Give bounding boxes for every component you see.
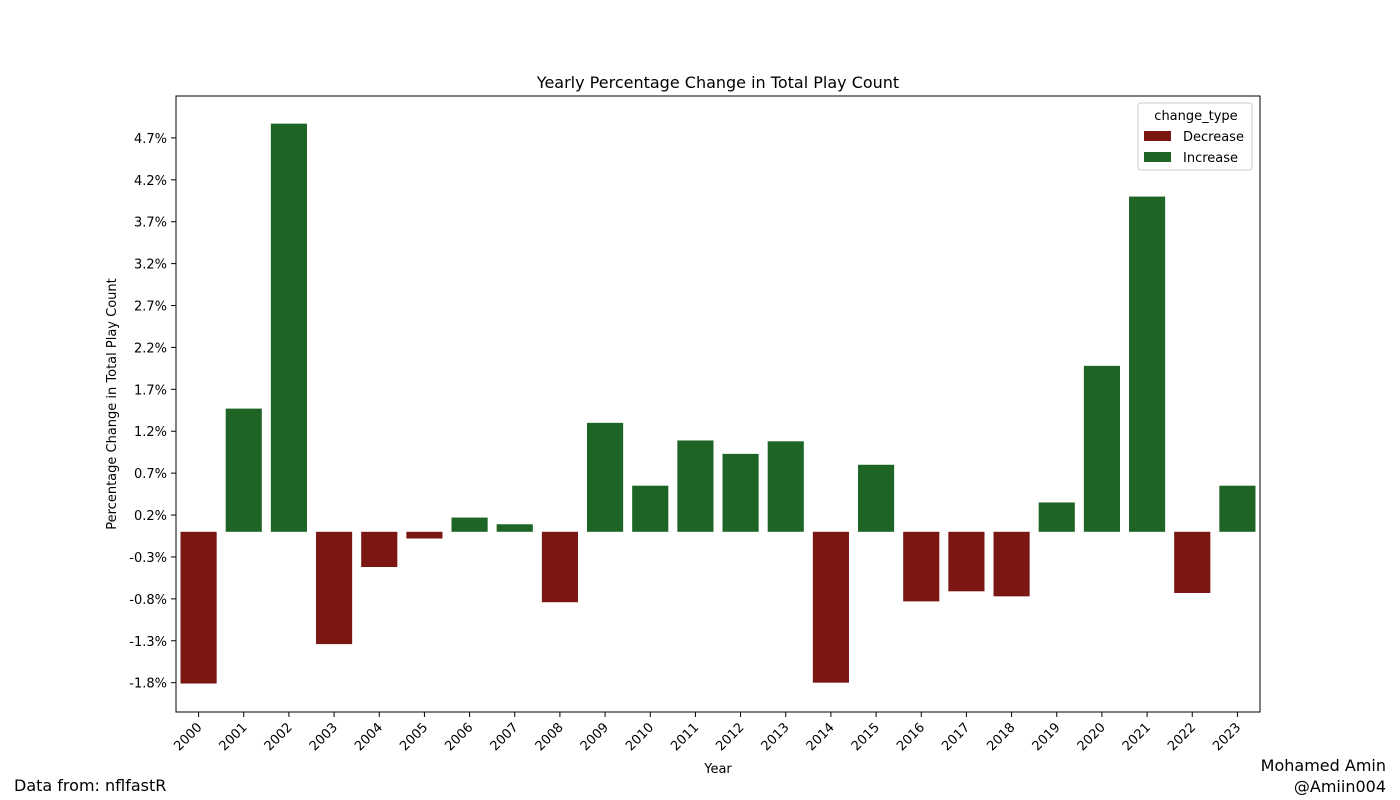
x-tick-label: 2014 xyxy=(804,720,838,754)
x-tick-label: 2013 xyxy=(759,720,793,754)
y-tick-label: 3.7% xyxy=(134,216,167,231)
bar-2011 xyxy=(677,440,714,532)
bar-2019 xyxy=(1038,502,1075,532)
bar-2015 xyxy=(858,464,895,532)
x-tick-label: 2018 xyxy=(984,720,1018,754)
y-tick-label: 4.2% xyxy=(134,174,167,189)
x-tick-label: 2003 xyxy=(307,720,341,754)
x-tick-label: 2023 xyxy=(1210,720,1244,754)
x-tick-label: 2005 xyxy=(397,720,431,754)
bar-2008 xyxy=(541,531,578,603)
x-tick-label: 2012 xyxy=(713,720,747,754)
legend-label-increase: Increase xyxy=(1183,151,1238,166)
bar-2001 xyxy=(225,408,262,532)
x-tick-label: 2011 xyxy=(668,720,702,754)
legend-swatch-increase xyxy=(1144,152,1171,162)
y-tick-label: 0.7% xyxy=(134,467,167,482)
legend-title: change_type xyxy=(1154,109,1237,124)
bar-2010 xyxy=(632,485,669,532)
x-tick-label: 2007 xyxy=(488,720,522,754)
bar-2006 xyxy=(451,517,488,532)
bar-2004 xyxy=(361,531,398,568)
x-tick-label: 2000 xyxy=(171,720,205,754)
x-tick-label: 2004 xyxy=(352,720,386,754)
bar-2014 xyxy=(812,531,849,683)
legend-swatch-decrease xyxy=(1144,131,1171,141)
bar-2016 xyxy=(903,531,940,602)
y-tick-label: -1.8% xyxy=(129,677,167,692)
y-tick-label: 4.7% xyxy=(134,132,167,147)
x-tick-label: 2015 xyxy=(849,720,883,754)
bar-2007 xyxy=(496,524,533,532)
y-tick-label: -1.3% xyxy=(129,635,167,650)
x-tick-label: 2016 xyxy=(894,720,928,754)
y-axis-label: Percentage Change in Total Play Count xyxy=(105,278,120,530)
bar-2009 xyxy=(587,422,624,532)
x-tick-label: 2006 xyxy=(442,720,476,754)
x-tick-label: 2008 xyxy=(533,720,567,754)
bar-2013 xyxy=(767,441,804,532)
bar-2002 xyxy=(270,123,307,532)
legend-label-decrease: Decrease xyxy=(1183,130,1244,145)
y-tick-label: 1.2% xyxy=(134,425,167,440)
legend: change_type Decrease Increase xyxy=(1137,102,1253,171)
author-name: Mohamed Amin xyxy=(1260,756,1386,775)
bar-2017 xyxy=(948,531,985,592)
bar-2023 xyxy=(1219,485,1256,532)
x-tick-label: 2021 xyxy=(1120,720,1154,754)
y-tick-label: 2.7% xyxy=(134,300,167,315)
data-source-note: Data from: nflfastR xyxy=(14,776,167,795)
bar-2000 xyxy=(180,531,217,684)
x-tick-label: 2022 xyxy=(1165,720,1199,754)
y-tick-label: 3.2% xyxy=(134,258,167,273)
bar-2005 xyxy=(406,531,443,539)
x-tick-label: 2017 xyxy=(939,720,973,754)
author-credit: Mohamed Amin @Amiin004 xyxy=(1261,755,1386,797)
x-axis-label: Year xyxy=(703,762,732,777)
bar-2012 xyxy=(722,453,759,532)
x-tick-label: 2001 xyxy=(217,720,251,754)
x-tick-label: 2009 xyxy=(578,720,612,754)
bars-layer xyxy=(180,123,1256,684)
x-tick-label: 2002 xyxy=(262,720,296,754)
bar-2018 xyxy=(993,531,1030,597)
plot-frame xyxy=(175,95,1261,713)
x-tick-label: 2010 xyxy=(623,720,657,754)
bar-2003 xyxy=(316,531,353,645)
y-tick-label: 1.7% xyxy=(134,383,167,398)
x-tick-label: 2019 xyxy=(1030,720,1064,754)
bar-2020 xyxy=(1083,365,1120,532)
bar-2021 xyxy=(1129,196,1166,532)
chart-title: Yearly Percentage Change in Total Play C… xyxy=(536,73,899,92)
x-tick-label: 2020 xyxy=(1075,720,1109,754)
author-handle: @Amiin004 xyxy=(1293,777,1386,796)
y-tick-label: 2.2% xyxy=(134,341,167,356)
y-tick-label: -0.8% xyxy=(129,593,167,608)
bar-2022 xyxy=(1174,531,1211,593)
y-tick-label: 0.2% xyxy=(134,509,167,524)
y-tick-label: -0.3% xyxy=(129,551,167,566)
